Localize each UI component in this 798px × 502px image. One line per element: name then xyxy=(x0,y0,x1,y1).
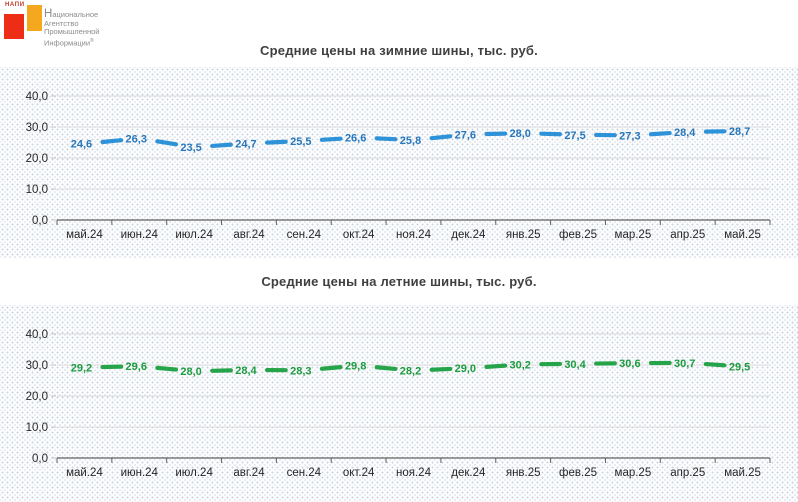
x-category-label: авг.24 xyxy=(233,467,265,479)
data-label: 30,2 xyxy=(509,359,530,371)
y-tick-label: 20,0 xyxy=(26,153,48,165)
data-label: 29,2 xyxy=(71,362,92,374)
series-dash-segment xyxy=(157,368,176,370)
data-label: 30,6 xyxy=(619,358,640,370)
data-label: 30,4 xyxy=(564,359,586,371)
x-category-label: янв.25 xyxy=(506,467,541,479)
x-category-label: май.25 xyxy=(724,229,761,241)
logo-yellow-square-icon xyxy=(27,5,42,31)
data-label: 28,3 xyxy=(290,365,311,377)
data-label: 28,0 xyxy=(509,128,530,140)
series-dash-segment xyxy=(267,142,286,143)
x-category-label: июл.24 xyxy=(175,229,213,241)
summer-tires-line-chart: 40,0 30,0 20,0 10,0 0,0 май.24 июн.24 июл.24 авг… xyxy=(0,305,798,502)
logo-line-3: Промышленной xyxy=(44,28,100,37)
series-dash-segment xyxy=(322,139,341,140)
winter-chart-area: 40,0 30,0 20,0 10,0 0,0 май.24 июн.24 июл.24 авг… xyxy=(0,67,798,258)
data-label: 29,6 xyxy=(126,361,147,373)
data-label: 25,8 xyxy=(400,135,421,147)
data-label: 26,6 xyxy=(345,133,366,145)
data-label: 24,6 xyxy=(71,139,92,151)
x-category-label: окт.24 xyxy=(343,467,375,479)
data-label: 27,6 xyxy=(455,129,476,141)
data-label: 26,3 xyxy=(126,133,147,145)
y-tick-label: 40,0 xyxy=(26,329,48,341)
data-label: 28,7 xyxy=(729,126,750,138)
data-label: 30,7 xyxy=(674,358,695,370)
data-label: 24,7 xyxy=(235,138,256,150)
x-category-label: ноя.24 xyxy=(396,229,432,241)
x-category-label: июл.24 xyxy=(175,467,213,479)
x-category-label: янв.25 xyxy=(506,229,541,241)
series-dash-segment xyxy=(541,134,560,135)
x-category-label: фев.25 xyxy=(559,467,597,479)
series-dash-segment xyxy=(157,141,176,144)
summer-title-band: Средние цены на летние шины, тыс. руб. xyxy=(0,258,798,305)
x-category-label: май.25 xyxy=(724,467,761,479)
y-tick-label: 0,0 xyxy=(32,453,48,465)
series-dash-segment xyxy=(432,136,451,138)
series-dash-segment xyxy=(432,369,451,370)
logo-red-square-icon xyxy=(4,14,24,39)
y-tick-label: 0,0 xyxy=(32,215,48,227)
x-category-label: июн.24 xyxy=(121,467,159,479)
x-category-label: апр.25 xyxy=(670,467,705,479)
x-category-label: апр.25 xyxy=(670,229,705,241)
data-label: 29,8 xyxy=(345,361,366,373)
summer-chart-area: 40,0 30,0 20,0 10,0 0,0 май.24 июн.24 июл.24 авг… xyxy=(0,305,798,502)
winter-chart-title: Средние цены на зимние шины, тыс. руб. xyxy=(0,43,798,58)
series-dash-segment xyxy=(377,138,396,139)
y-tick-label: 40,0 xyxy=(26,91,48,103)
data-label: 29,5 xyxy=(729,362,750,374)
winter-tires-line-chart: 40,0 30,0 20,0 10,0 0,0 май.24 июн.24 июл.24 авг… xyxy=(0,67,798,258)
data-label: 28,2 xyxy=(400,366,421,378)
x-category-label: мар.25 xyxy=(615,229,652,241)
y-tick-label: 10,0 xyxy=(26,422,48,434)
x-category-label: авг.24 xyxy=(233,229,265,241)
x-category-label: дек.24 xyxy=(451,467,486,479)
y-tick-label: 30,0 xyxy=(26,122,48,134)
series-dash-segment xyxy=(322,367,341,369)
data-label: 28,0 xyxy=(180,366,201,378)
x-category-label: дек.24 xyxy=(451,229,486,241)
summer-chart-title: Средние цены на летние шины, тыс. руб. xyxy=(261,274,536,289)
series-dash-segment xyxy=(706,364,725,365)
series-dash-segment xyxy=(486,366,505,367)
x-category-label: ноя.24 xyxy=(396,467,432,479)
data-label: 23,5 xyxy=(180,142,201,154)
x-category-label: сен.24 xyxy=(287,229,322,241)
napi-wordmark: НАПИ xyxy=(5,2,25,8)
data-label: 29,0 xyxy=(455,363,476,375)
x-category-label: июн.24 xyxy=(121,229,159,241)
data-label: 27,5 xyxy=(564,130,585,142)
x-category-label: май.24 xyxy=(66,467,103,479)
series-dash-segment xyxy=(212,145,231,146)
x-category-label: май.24 xyxy=(66,229,103,241)
series-dash-segment xyxy=(651,133,670,134)
napi-logo: НАПИ Национальное Агентство Промышленной… xyxy=(4,2,204,46)
data-label: 28,4 xyxy=(235,365,257,377)
y-tick-label: 20,0 xyxy=(26,391,48,403)
series-dash-segment xyxy=(103,140,122,142)
y-tick-label: 30,0 xyxy=(26,360,48,372)
x-category-label: мар.25 xyxy=(615,467,652,479)
data-label: 25,5 xyxy=(290,136,311,148)
x-category-label: фев.25 xyxy=(559,229,597,241)
series-dash-segment xyxy=(377,367,396,369)
data-label: 27,3 xyxy=(619,130,640,142)
x-category-label: сен.24 xyxy=(287,467,322,479)
header-band: НАПИ Национальное Агентство Промышленной… xyxy=(0,0,798,67)
y-tick-label: 10,0 xyxy=(26,184,48,196)
data-label: 28,4 xyxy=(674,127,696,139)
x-category-label: окт.24 xyxy=(343,229,375,241)
